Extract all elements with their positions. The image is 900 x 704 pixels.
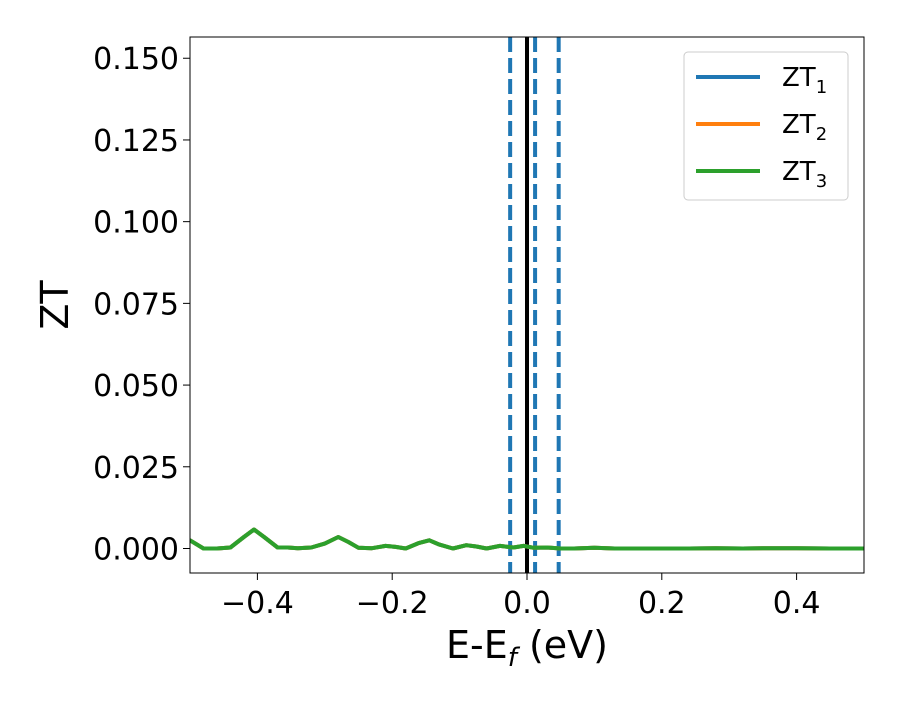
legend: ZT1 ZT2 ZT3 (683, 51, 849, 201)
reference-lines (508, 37, 561, 573)
y-tick-label: 0.000 (93, 532, 179, 567)
y-axis: 0.000 0.025 0.050 0.075 0.100 0.125 0.150 (93, 42, 190, 567)
series-lines (190, 527, 864, 551)
legend-label-zt2: ZT2 (782, 110, 827, 145)
legend-box (683, 51, 849, 201)
legend-label-zt3: ZT3 (782, 157, 827, 192)
x-axis-label-unit: (eV) (517, 623, 608, 667)
y-tick-label: 0.150 (93, 42, 179, 77)
y-tick-label: 0.075 (93, 287, 179, 322)
x-axis-label: E-Ef (eV) (446, 623, 608, 673)
legend-label-zt3-subscript: 3 (816, 171, 827, 192)
x-tick-label: 0.4 (773, 586, 821, 621)
x-tick-label: 0.0 (503, 586, 551, 621)
legend-label-zt2-main: ZT (782, 110, 816, 140)
series-line-zt3 (190, 527, 864, 551)
x-axis: −0.4 −0.2 0.0 0.2 0.4 (221, 573, 820, 621)
x-tick-label: −0.2 (356, 586, 429, 621)
y-tick-label: 0.125 (93, 124, 179, 159)
legend-label-zt3-main: ZT (782, 157, 816, 187)
y-tick-label: 0.100 (93, 206, 179, 241)
legend-label-zt1-subscript: 1 (816, 77, 827, 98)
y-tick-label: 0.050 (93, 369, 179, 404)
legend-label-zt1-main: ZT (782, 63, 816, 93)
x-tick-label: −0.4 (221, 586, 294, 621)
legend-label-zt2-subscript: 2 (816, 124, 827, 145)
x-tick-label: 0.2 (638, 586, 686, 621)
y-axis-label: ZT (33, 280, 77, 330)
legend-label-zt1: ZT1 (782, 63, 827, 98)
y-tick-label: 0.025 (93, 451, 179, 486)
x-axis-label-main: E-E (446, 623, 508, 667)
